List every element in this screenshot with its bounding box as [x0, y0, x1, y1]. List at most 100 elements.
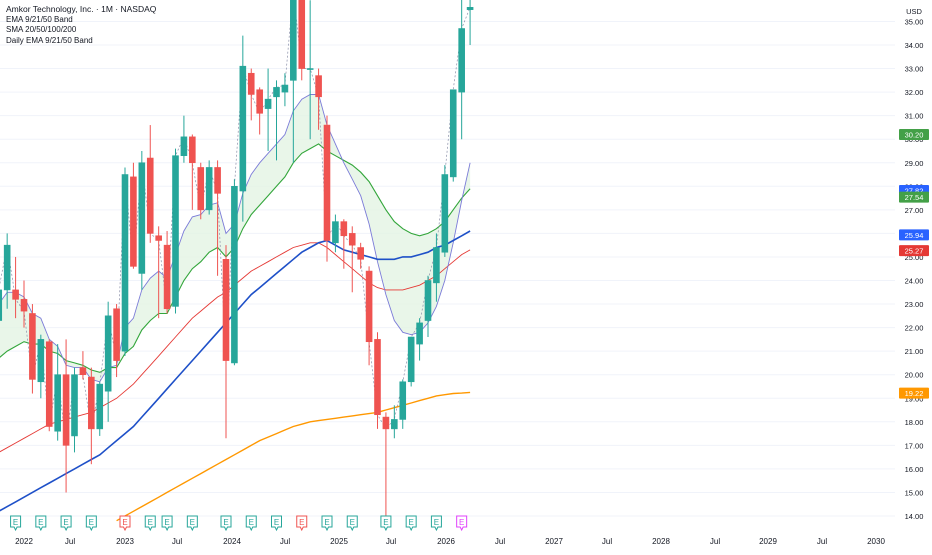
earnings-label: E	[89, 518, 94, 527]
y-tick-label: 20.00	[905, 371, 924, 380]
candle-2022-08	[79, 351, 87, 380]
candle-body	[357, 247, 364, 260]
candle-body	[416, 322, 423, 345]
candle-2023-06	[163, 231, 171, 314]
candle-body	[290, 0, 297, 81]
candle-2026-06	[466, 0, 474, 45]
candle-2025-02	[332, 214, 339, 253]
candle-body	[424, 280, 432, 321]
candle-body	[281, 84, 289, 93]
earnings-label: E	[324, 518, 329, 527]
x-tick-label: 2022	[15, 537, 33, 546]
candle-2024-08	[281, 73, 289, 107]
candle-2022-06	[62, 339, 70, 493]
y-axis-unit: USD	[906, 7, 922, 16]
x-tick-label: 2024	[223, 537, 241, 546]
earnings-marker: E	[161, 515, 173, 532]
earnings-label: E	[383, 518, 388, 527]
y-tick-label: 24.00	[905, 277, 924, 286]
candle-2021-12	[12, 256, 19, 319]
price-label: 25.94	[899, 229, 929, 241]
earnings-badge	[85, 515, 97, 532]
earnings-marker: E	[10, 515, 22, 532]
earnings-badge	[405, 515, 417, 532]
y-tick-label: 19.00	[905, 394, 924, 403]
price-label: 27.54	[899, 191, 929, 203]
candle-body	[130, 176, 137, 267]
candle-2024-04	[247, 68, 255, 121]
x-tick-label: 2025	[330, 537, 348, 546]
x-tick-label: Jul	[280, 537, 290, 546]
x-tick-label: 2030	[867, 537, 885, 546]
candle-2023-11	[205, 160, 213, 215]
candle-body	[163, 244, 171, 310]
candle-body	[264, 98, 272, 109]
candles	[0, 0, 474, 528]
earnings-marker: E	[60, 515, 72, 532]
candle-2026-02	[433, 233, 440, 302]
earnings-badge	[296, 515, 308, 532]
earnings-label: E	[274, 518, 279, 527]
candle-body	[0, 289, 3, 321]
candle-body	[273, 87, 280, 98]
ema-fast-line	[0, 94, 471, 383]
candle-body	[239, 65, 247, 192]
price-label-text: 19.22	[905, 389, 924, 398]
candle-body	[205, 167, 213, 211]
candle-2025-11	[407, 336, 415, 387]
candle-body	[37, 339, 45, 383]
candle-body	[298, 0, 306, 69]
candle-body	[79, 367, 87, 376]
candle-2026-01	[424, 275, 432, 338]
candle-body	[29, 313, 36, 380]
price-label-box	[899, 229, 929, 241]
x-tick-label: Jul	[817, 537, 827, 546]
earnings-badge	[271, 515, 282, 532]
x-axis: 2022 Jul 2023 Jul 2024 Jul 2025 Jul 2026 Jul 2027 J…	[15, 537, 885, 546]
y-tick-label: 32.00	[905, 88, 924, 97]
x-tick-label: 2023	[116, 537, 134, 546]
price-label-text: 25.27	[905, 247, 924, 256]
earnings-badge	[321, 515, 333, 532]
candle-body	[391, 419, 398, 430]
earnings-badge	[346, 515, 358, 532]
price-label-box	[899, 387, 929, 399]
candle-2025-04	[348, 226, 356, 293]
earnings-badge	[119, 515, 131, 532]
x-tick-label: 2027	[545, 537, 563, 546]
price-label: 30.20	[899, 128, 929, 140]
candle-body	[449, 89, 457, 178]
x-tick-label: Jul	[172, 537, 182, 546]
candle-body	[71, 374, 78, 437]
y-axis: USD 14.00 15.00 16.00 17.00 18.00 19.00 20.00 21…	[905, 7, 924, 521]
x-tick-label: Jul	[602, 537, 612, 546]
candle-body	[214, 167, 221, 194]
candle-2023-02	[130, 162, 137, 269]
candle-body	[54, 374, 61, 432]
y-tick-label: 23.00	[905, 300, 924, 309]
candle-body	[247, 72, 255, 95]
ema-slow-line	[0, 143, 471, 373]
candle-body	[332, 221, 339, 244]
earnings-marker: E	[220, 515, 232, 532]
earnings-badge	[161, 515, 173, 532]
candle-body	[323, 124, 331, 241]
candle-2024-09	[290, 0, 297, 163]
earnings-label: E	[350, 518, 355, 527]
earnings-label: E	[459, 518, 464, 527]
candle-body	[374, 339, 381, 416]
earnings-label: E	[190, 518, 195, 527]
indicator-label-ema-band: EMA 9/21/50 Band	[6, 14, 73, 24]
candle-2022-04	[45, 339, 53, 432]
candle-2022-10	[96, 381, 104, 436]
earnings-label: E	[13, 518, 18, 527]
earnings-marker: E	[144, 515, 156, 532]
price-label-box	[899, 245, 929, 257]
candle-2026-04	[449, 89, 457, 182]
candle-body	[113, 308, 120, 361]
price-label-text: 30.20	[905, 130, 924, 139]
